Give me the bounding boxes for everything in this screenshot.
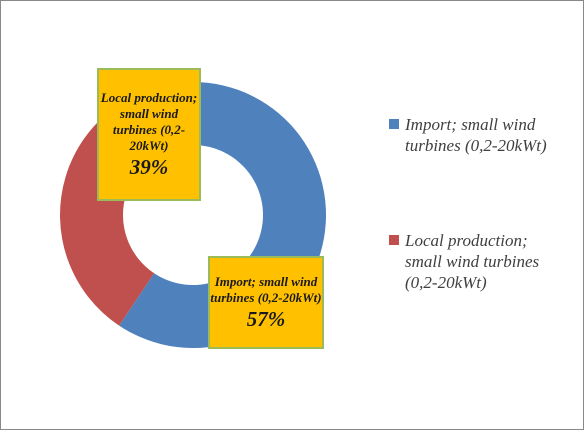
legend-swatch — [389, 235, 399, 245]
data-label: Local production; small wind turbines (0… — [97, 68, 201, 201]
legend-entry: Local production; small wind turbines (0… — [389, 230, 555, 293]
legend-entry: Import; small wind turbines (0,2-20kWt) — [389, 114, 555, 156]
data-label-category: Import; small wind turbines (0,2-20kWt) — [210, 273, 322, 305]
legend-label: Local production; small wind turbines (0… — [405, 231, 540, 292]
legend-swatch — [389, 119, 399, 129]
data-label-value: 57% — [246, 306, 286, 331]
legend-label: Import; small wind turbines (0,2-20kWt) — [405, 115, 547, 155]
data-label-value: 39% — [129, 154, 169, 179]
data-label-category: Local production; small wind turbines (0… — [100, 89, 198, 153]
data-label: Import; small wind turbines (0,2-20kWt) 5… — [208, 256, 324, 349]
